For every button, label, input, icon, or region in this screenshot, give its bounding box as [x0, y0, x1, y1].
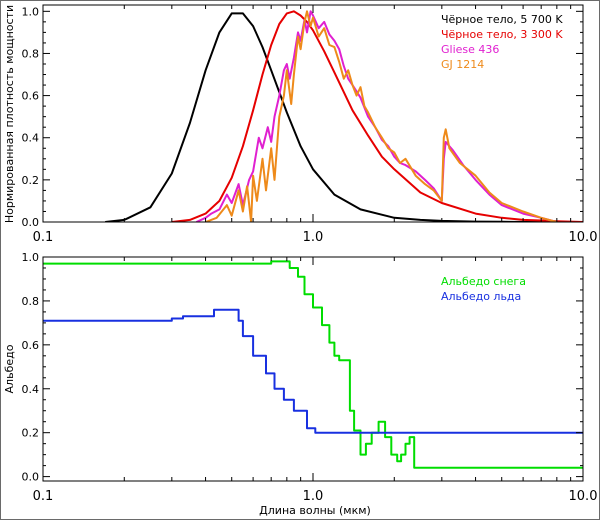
x-tick-label: 10.0	[569, 230, 598, 245]
legend-entry-2: Чёрное тело, 3 300 K	[441, 28, 563, 41]
chart-2: 0.1 1.0 10.0 0.0 0.2 0.4 0.6 0.8 1.0 Альбедо Длина…	[3, 251, 597, 517]
legend-entry-4: GJ 1214	[441, 58, 484, 71]
legend-entry-1: Чёрное тело, 5 700 K	[441, 13, 563, 26]
x-tick-label: 10.0	[569, 489, 598, 504]
series-line-4	[205, 10, 558, 222]
y-tick-label: 0.2	[22, 427, 40, 440]
y-tick-label: 0.4	[22, 132, 40, 145]
y-tick-label: 0.8	[22, 295, 40, 308]
y-axis-label: Альбедо	[3, 344, 16, 393]
y-tick-label: 0.4	[22, 383, 40, 396]
y-tick-label: 1.0	[22, 5, 40, 18]
y-tick-label: 0.0	[22, 471, 40, 484]
x-tick-label: 0.1	[33, 489, 54, 504]
x-tick-label: 0.1	[33, 230, 54, 245]
series-line-2	[171, 10, 583, 222]
x-tick-label: 1.0	[303, 230, 324, 245]
legend-entry-1: Альбедо снега	[441, 275, 526, 288]
legend-entry-2: Альбедо льда	[441, 290, 521, 303]
x-tick-label: 1.0	[303, 489, 324, 504]
y-tick-label: 0.0	[22, 216, 40, 229]
y-tick-label: 1.0	[22, 251, 40, 264]
x-axis-label: Длина волны (мкм)	[259, 504, 371, 517]
series-line-1	[43, 260, 583, 469]
y-tick-label: 0.8	[22, 47, 40, 60]
series-line-1	[105, 12, 542, 222]
y-tick-label: 0.2	[22, 174, 40, 187]
y-tick-label: 0.6	[22, 339, 40, 352]
y-tick-label: 0.6	[22, 90, 40, 103]
series-line-2	[43, 308, 583, 434]
chart-1: 0.1 1.0 10.0 0.0 0.2 0.4 0.6 0.8 1.0 Нормированна…	[3, 4, 598, 245]
legend-entry-3: Gliese 436	[441, 43, 499, 56]
y-axis-label: Нормированная плотность мощности	[3, 5, 16, 223]
